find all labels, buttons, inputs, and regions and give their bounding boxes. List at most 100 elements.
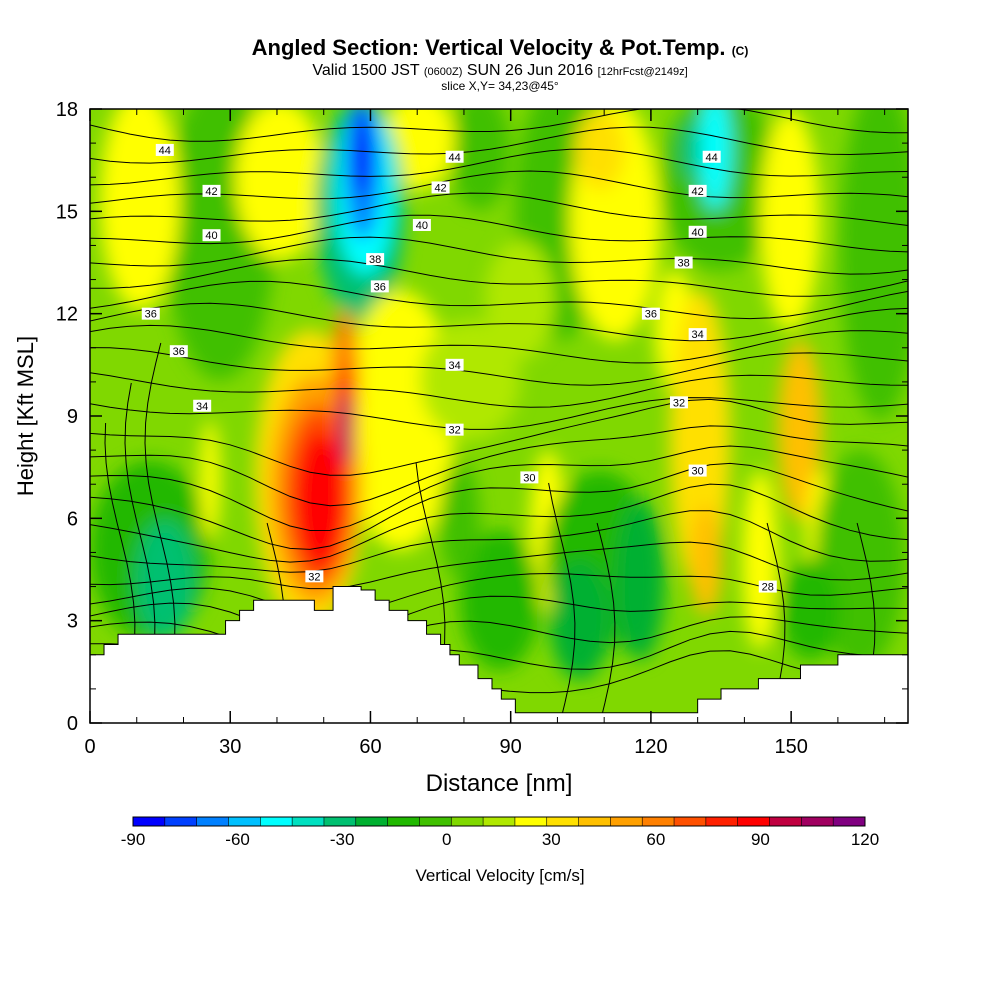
y-tick-label: 6	[67, 508, 78, 530]
colorbar-swatch	[610, 817, 643, 826]
theta-label: 30	[520, 471, 539, 484]
svg-text:36: 36	[645, 309, 657, 321]
colorbar-swatch	[196, 817, 229, 826]
svg-text:34: 34	[196, 401, 208, 413]
colorbar-tick-label: 30	[542, 830, 561, 849]
colorbar-swatch	[164, 817, 198, 826]
theta-contour-line	[90, 280, 908, 320]
svg-text:32: 32	[308, 571, 320, 583]
y-tick-label: 18	[56, 99, 78, 121]
theta-contour-line	[90, 445, 908, 532]
theta-labels: 44 44 44 42 42 42 40 40 40 38 38 36 36 36 36 34 34 34 32 32…	[141, 143, 777, 594]
svg-text:36: 36	[145, 309, 157, 321]
svg-text:42: 42	[692, 186, 704, 198]
svg-text:38: 38	[678, 258, 690, 270]
colorbar-swatch	[737, 817, 771, 826]
theta-contour-line	[90, 324, 908, 364]
theta-contour-line	[90, 397, 908, 430]
axis-ticks	[89, 108, 908, 724]
y-tick-label: 0	[67, 713, 78, 735]
theta-label: 40	[688, 225, 707, 239]
colorbar-swatch	[387, 817, 420, 826]
theta-contour-line	[90, 236, 908, 275]
colorbar-swatch	[260, 817, 293, 826]
title-block: Angled Section: Vertical Velocity & Pot.…	[0, 36, 1000, 93]
theta-label: 44	[445, 150, 464, 164]
theta-contour-line	[90, 372, 908, 408]
theta-contour-line	[90, 347, 908, 386]
colorbar-swatch	[674, 817, 707, 826]
theta-contour-line	[90, 510, 908, 573]
colorbar-title: Vertical Velocity [cm/s]	[415, 866, 584, 885]
svg-text:38: 38	[369, 254, 381, 266]
colorbar-tick-label: -30	[330, 830, 355, 849]
colorbar-swatch	[578, 817, 611, 826]
theta-label: 30	[688, 464, 707, 478]
colorbar-swatch	[801, 817, 834, 826]
colorbar-swatch	[323, 817, 357, 826]
colorbar-swatch	[546, 817, 580, 826]
theta-label: 44	[702, 150, 721, 164]
chart-title: Angled Section: Vertical Velocity & Pot.…	[251, 35, 749, 60]
theta-label: 42	[431, 181, 450, 194]
colorbar	[132, 816, 866, 827]
theta-label: 42	[688, 184, 707, 198]
y-tick-label: 15	[56, 201, 78, 223]
svg-text:44: 44	[448, 152, 460, 164]
colorbar-swatch	[355, 817, 389, 826]
theta-label: 40	[412, 218, 431, 232]
svg-text:30: 30	[692, 466, 704, 478]
svg-text:36: 36	[374, 281, 386, 293]
theta-contour-line	[90, 214, 908, 253]
colorbar-swatch	[228, 817, 261, 826]
x-tick-label: 120	[634, 736, 667, 758]
colorbar-tick-label: 90	[751, 830, 770, 849]
theta-label: 34	[688, 328, 707, 341]
theta-label: 38	[674, 256, 693, 270]
theta-contour-line	[548, 482, 576, 723]
colorbar-tick-label: 60	[646, 830, 665, 849]
theta-label: 32	[445, 423, 464, 437]
colorbar-swatch	[833, 817, 866, 826]
svg-text:34: 34	[448, 360, 460, 372]
colorbar-swatch	[483, 817, 516, 826]
theta-contour-line	[90, 398, 908, 476]
theta-label: 36	[370, 280, 389, 293]
svg-text:44: 44	[706, 152, 718, 164]
x-tick-label: 60	[359, 736, 381, 758]
colorbar-tick-label: -90	[121, 830, 146, 849]
theta-label: 36	[641, 307, 660, 321]
svg-text:36: 36	[173, 346, 185, 358]
svg-text:32: 32	[448, 425, 460, 437]
terrain	[90, 586, 908, 723]
svg-text:42: 42	[434, 182, 446, 194]
theta-contour-line	[90, 109, 908, 142]
colorbar-swatch	[705, 817, 739, 826]
valid-time: Valid 1500 JST (0600Z) SUN 26 Jun 2016 […	[312, 62, 688, 79]
theta-contour-line	[90, 425, 908, 507]
theta-contour-line	[90, 483, 908, 563]
x-tick-label: 90	[500, 736, 522, 758]
theta-label: 36	[169, 345, 188, 358]
velocity-field: 44 44 44 42 42 42 40 40 40 38 38 36 36 36 36 34 34 34 32 32…	[90, 109, 908, 723]
colorbar-tick-label: 120	[851, 830, 879, 849]
colorbar-swatch	[642, 817, 675, 826]
x-axis-title: Distance [nm]	[426, 770, 573, 797]
theta-label: 32	[669, 396, 688, 409]
colorbar-swatch	[292, 817, 325, 826]
theta-contour-line	[90, 170, 908, 204]
colorbar-swatch	[769, 817, 802, 826]
colorbar-swatch	[419, 817, 452, 826]
x-tick-label: 0	[84, 736, 95, 758]
x-tick-label: 30	[219, 736, 241, 758]
colorbar-tick-label: -60	[225, 830, 250, 849]
theta-label: 34	[193, 399, 212, 413]
theta-label: 28	[758, 580, 777, 594]
colorbar-swatch	[133, 817, 166, 826]
theta-contour-line	[90, 541, 908, 590]
theta-contour-line	[90, 462, 908, 550]
slice-info: slice X,Y= 34,23@45°	[441, 79, 559, 93]
svg-text:44: 44	[159, 145, 171, 157]
